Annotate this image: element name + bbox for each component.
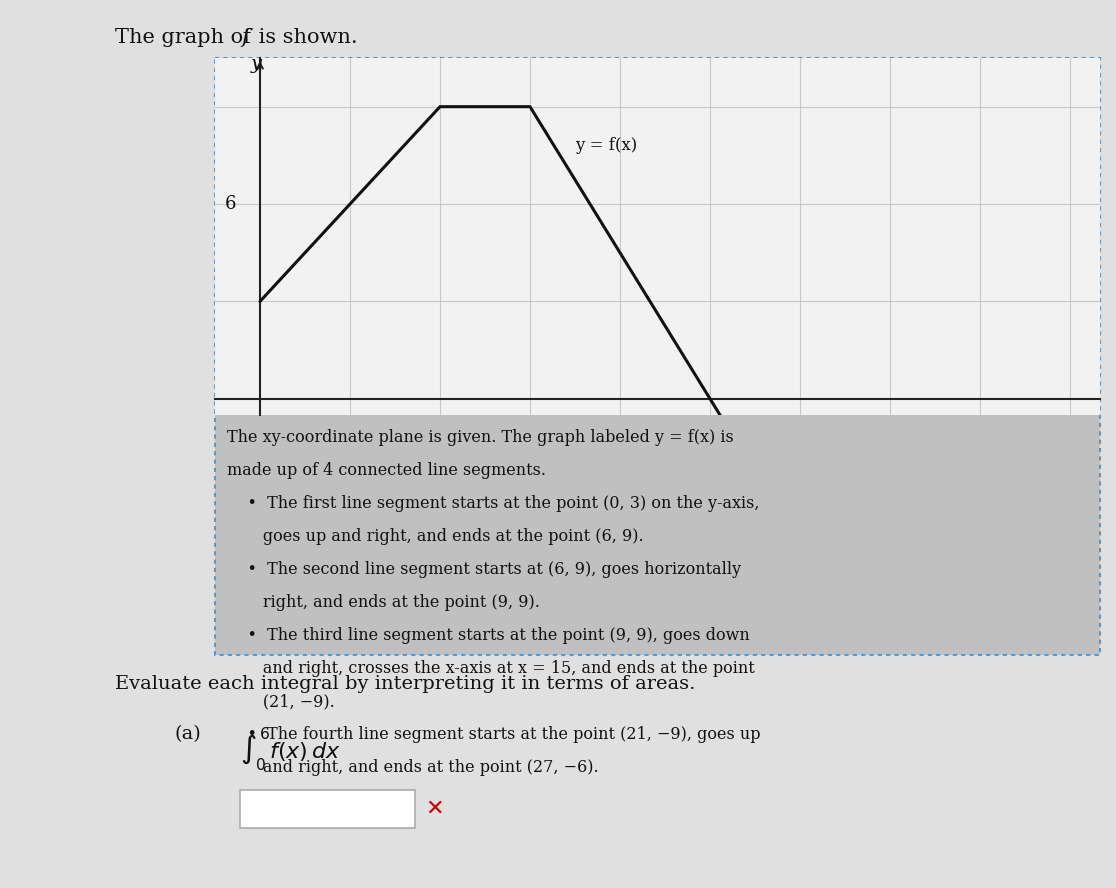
Bar: [215, 58, 1100, 655]
Text: •  The second line segment starts at (6, 9), goes horizontally: • The second line segment starts at (6, …: [227, 561, 741, 578]
Text: •  The fourth line segment starts at the point (21, −9), goes up: • The fourth line segment starts at the …: [227, 726, 760, 743]
Text: goes up and right, and ends at the point (6, 9).: goes up and right, and ends at the point…: [227, 528, 644, 545]
Text: The graph of: The graph of: [115, 28, 258, 47]
Text: right, and ends at the point (9, 9).: right, and ends at the point (9, 9).: [227, 594, 540, 611]
Text: Evaluate each integral by interpreting it in terms of areas.: Evaluate each integral by interpreting i…: [115, 675, 695, 693]
Text: ✕: ✕: [425, 799, 444, 819]
Text: •  The first line segment starts at the point (0, 3) on the y-axis,: • The first line segment starts at the p…: [227, 495, 760, 512]
Text: and right, and ends at the point (27, −6).: and right, and ends at the point (27, −6…: [227, 759, 598, 776]
Bar: [240, 790, 415, 828]
Text: and right, crosses the x-axis at x = 15, and ends at the point: and right, crosses the x-axis at x = 15,…: [227, 660, 754, 677]
Text: 6: 6: [224, 195, 235, 213]
Text: f: f: [241, 28, 249, 47]
Bar: [215, 58, 1100, 655]
Text: (a): (a): [175, 725, 202, 743]
Bar: [215, 415, 1100, 655]
Text: made up of 4 connected line segments.: made up of 4 connected line segments.: [227, 462, 546, 479]
Text: is shown.: is shown.: [252, 28, 357, 47]
Text: The xy-coordinate plane is given. The graph labeled y = f(x) is: The xy-coordinate plane is given. The gr…: [227, 429, 733, 446]
Text: y: y: [251, 55, 262, 74]
Text: y = f(x): y = f(x): [575, 137, 637, 155]
Text: (21, −9).: (21, −9).: [227, 693, 335, 710]
Text: $\int_0^6 f(x)\, dx$: $\int_0^6 f(x)\, dx$: [240, 725, 340, 773]
Text: •  The third line segment starts at the point (9, 9), goes down: • The third line segment starts at the p…: [227, 627, 750, 644]
